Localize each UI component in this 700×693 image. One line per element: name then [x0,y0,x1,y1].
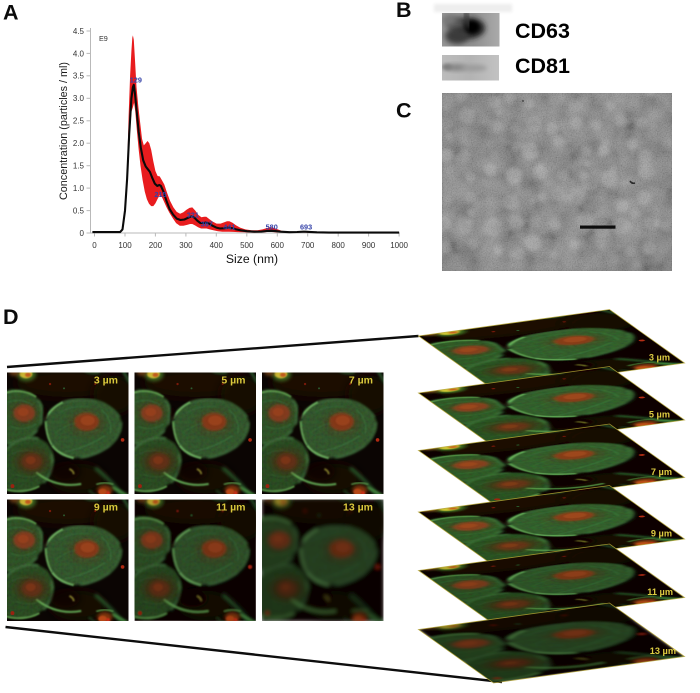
svg-text:9 µm: 9 µm [94,502,118,514]
svg-text:129: 129 [130,76,142,85]
svg-text:321: 321 [187,211,199,220]
svg-text:11 µm: 11 µm [647,587,673,597]
svg-text:11 µm: 11 µm [216,502,245,514]
svg-text:4.0: 4.0 [73,49,85,58]
svg-text:C: C [396,98,412,122]
svg-text:B: B [396,0,412,22]
svg-text:1.0: 1.0 [73,184,85,193]
svg-text:693: 693 [300,223,312,232]
svg-text:600: 600 [271,241,285,250]
svg-text:200: 200 [149,241,163,250]
svg-text:900: 900 [362,241,376,250]
svg-text:300: 300 [179,241,193,250]
svg-text:13 µm: 13 µm [343,502,373,514]
svg-text:CD81: CD81 [515,54,570,78]
svg-text:5 µm: 5 µm [649,410,670,420]
svg-text:E9: E9 [99,34,108,43]
svg-text:D: D [3,305,19,329]
svg-text:3.0: 3.0 [73,94,85,103]
svg-text:7 µm: 7 µm [349,375,373,387]
svg-text:CD63: CD63 [515,19,570,43]
svg-text:500: 500 [240,241,254,250]
svg-text:1000: 1000 [390,241,408,250]
svg-text:800: 800 [332,241,346,250]
svg-text:2.0: 2.0 [73,139,85,148]
svg-text:700: 700 [301,241,315,250]
svg-text:5 µm: 5 µm [221,375,245,387]
svg-text:100: 100 [118,241,132,250]
svg-text:215: 215 [154,190,166,199]
svg-text:3 µm: 3 µm [94,375,118,387]
svg-text:Concentration (particles / ml): Concentration (particles / ml) [58,62,70,200]
svg-text:0.5: 0.5 [73,207,85,216]
svg-text:580: 580 [266,223,278,232]
svg-text:0: 0 [80,229,85,238]
svg-text:1.5: 1.5 [73,162,85,171]
svg-text:13 µm: 13 µm [650,646,676,656]
svg-text:400: 400 [210,241,224,250]
svg-text:2.5: 2.5 [73,117,85,126]
svg-text:441: 441 [223,223,235,232]
svg-text:7 µm: 7 µm [651,467,672,477]
svg-text:4.5: 4.5 [73,27,85,36]
svg-text:A: A [3,1,19,25]
svg-text:0: 0 [92,241,97,250]
svg-text:3 µm: 3 µm [649,353,670,363]
svg-text:3.5: 3.5 [73,72,85,81]
svg-text:367: 367 [201,220,213,229]
svg-text:9 µm: 9 µm [651,529,672,539]
svg-text:Size (nm): Size (nm) [226,252,278,266]
